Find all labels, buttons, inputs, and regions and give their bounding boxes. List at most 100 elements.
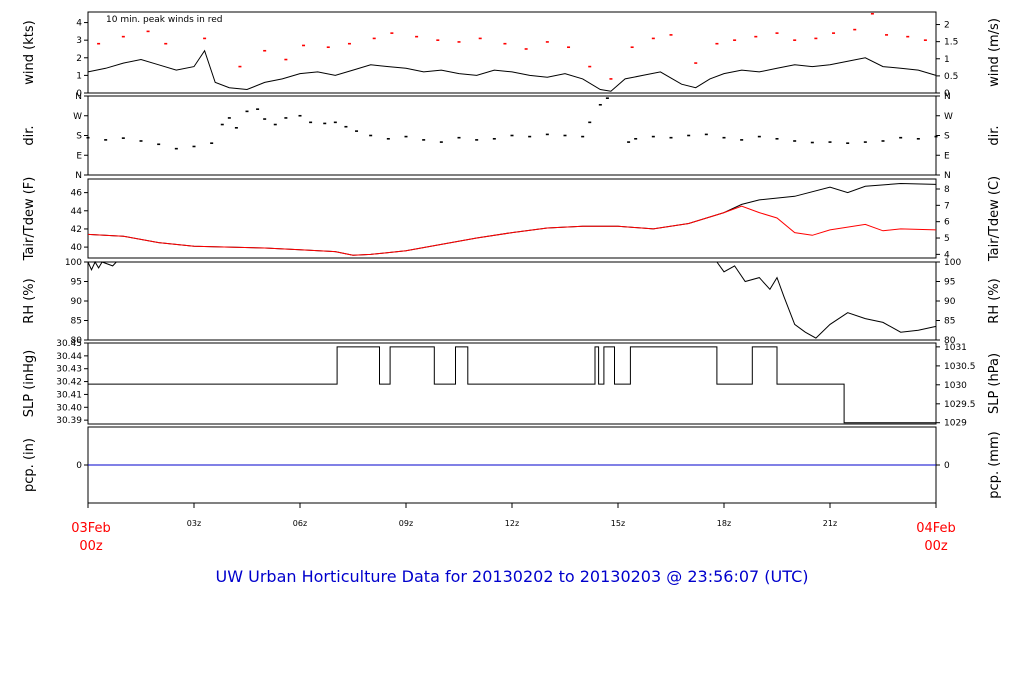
data-point [157, 143, 161, 146]
data-point [899, 136, 903, 139]
data-point [415, 35, 419, 38]
data-point [139, 140, 143, 142]
data-point [220, 123, 224, 126]
y-tick-label-left: 30.41 [56, 390, 82, 400]
y-tick-label-left: 100 [65, 258, 82, 268]
data-point [284, 58, 288, 61]
data-point [302, 44, 306, 47]
y-tick-label-right: 80 [944, 336, 956, 346]
data-point [906, 35, 910, 38]
y-tick-label-left: 1 [76, 71, 82, 81]
data-point [256, 108, 260, 110]
y-tick-label-left: 3 [76, 36, 82, 46]
y-label-left: RH (%) [22, 278, 37, 323]
data-point [757, 135, 761, 138]
y-tick-label-right: 1031 [944, 343, 967, 353]
y-label-right: SLP (hPa) [987, 353, 1002, 414]
data-point [386, 137, 390, 140]
y-tick-label-right: 100 [944, 258, 961, 268]
data-point [916, 137, 920, 140]
data-point [121, 137, 125, 139]
data-point [775, 137, 779, 140]
data-point [238, 65, 242, 68]
data-point [754, 35, 758, 38]
panel-pcp: pcp. (in) pcp. (mm) 0 0 [22, 426, 1002, 504]
panel-rh: RH (%) RH (%) 80 85 90 95 100 80 85 90 95 100 [22, 258, 1002, 346]
y-tick-label-right: 85 [944, 317, 955, 327]
y-tick-label-right: E [944, 151, 950, 161]
series-line-tair [87, 182, 937, 256]
panel-slp: SLP (inHg) SLP (hPa) 30.39 30.40 30.41 30.42 3… [22, 339, 1002, 429]
y-label-right: wind (m/s) [987, 18, 1002, 87]
y-label-left: wind (kts) [22, 20, 37, 84]
y-tick-label-right: 7 [944, 201, 950, 211]
y-tick-label-left: E [76, 151, 82, 161]
data-point [567, 46, 571, 49]
data-point [273, 123, 277, 126]
data-point [503, 42, 507, 45]
data-point [704, 133, 708, 136]
y-tick-label-right: 0 [944, 461, 950, 471]
data-point [740, 139, 744, 141]
data-point [192, 145, 196, 148]
y-tick-label-right: 4 [944, 250, 950, 260]
y-tick-label-right: 1030.5 [944, 362, 976, 372]
data-point [814, 37, 818, 40]
data-point [581, 135, 585, 138]
series-line-slp [88, 346, 936, 424]
data-point [828, 141, 832, 143]
data-point [263, 49, 267, 52]
y-tick-label-right: 1029 [944, 419, 967, 429]
y-tick-label-left: 30.45 [56, 339, 82, 349]
data-point [810, 141, 814, 144]
x-tick-label: 12z [505, 519, 519, 528]
y-tick-label-right: W [944, 112, 953, 122]
x-end-hour: 00z [924, 539, 948, 554]
y-label-left: pcp. (in) [22, 438, 37, 492]
data-point [97, 42, 101, 45]
series-10-min-peak [97, 12, 927, 80]
panel-frame [87, 261, 937, 341]
y-tick-label-right: 90 [944, 297, 956, 307]
y-label-left: Tair/Tdew (F) [22, 177, 37, 262]
data-point [563, 134, 567, 137]
x-tick-label: 09z [399, 519, 413, 528]
data-point [234, 127, 238, 129]
y-tick-label-right: N [944, 171, 951, 181]
data-point [793, 140, 797, 142]
data-point [923, 39, 927, 41]
data-point [510, 134, 514, 137]
y-tick-label-left: N [75, 92, 82, 102]
y-tick-label-right: 0.5 [944, 72, 958, 82]
data-point [651, 135, 655, 138]
data-point [853, 28, 857, 31]
y-tick-label-right: 6 [944, 218, 950, 228]
y-tick-label-right: N [944, 92, 951, 102]
data-point [372, 37, 376, 40]
y-tick-label-left: W [73, 112, 82, 122]
data-point [733, 39, 737, 41]
data-point [347, 42, 351, 45]
y-tick-label-left: 30.44 [56, 352, 82, 362]
data-point [669, 34, 673, 36]
data-point [478, 37, 482, 40]
data-point [588, 121, 592, 124]
data-point [775, 32, 779, 34]
y-tick-label-right: S [944, 132, 950, 142]
data-point [203, 37, 207, 40]
data-point [605, 97, 609, 99]
data-point [298, 114, 302, 117]
data-point [404, 135, 408, 138]
data-point [885, 34, 889, 36]
y-tick-label-left: 30.42 [56, 378, 82, 388]
y-tick-label-left: 2 [76, 54, 82, 64]
x-tick-label: 21z [823, 519, 837, 528]
y-tick-label-right: 95 [944, 278, 955, 288]
data-point [422, 139, 426, 141]
data-point [870, 12, 874, 15]
series-line-tdew [87, 205, 937, 256]
y-label-left: dir. [22, 125, 37, 145]
data-point [694, 62, 698, 64]
data-point [545, 41, 549, 43]
